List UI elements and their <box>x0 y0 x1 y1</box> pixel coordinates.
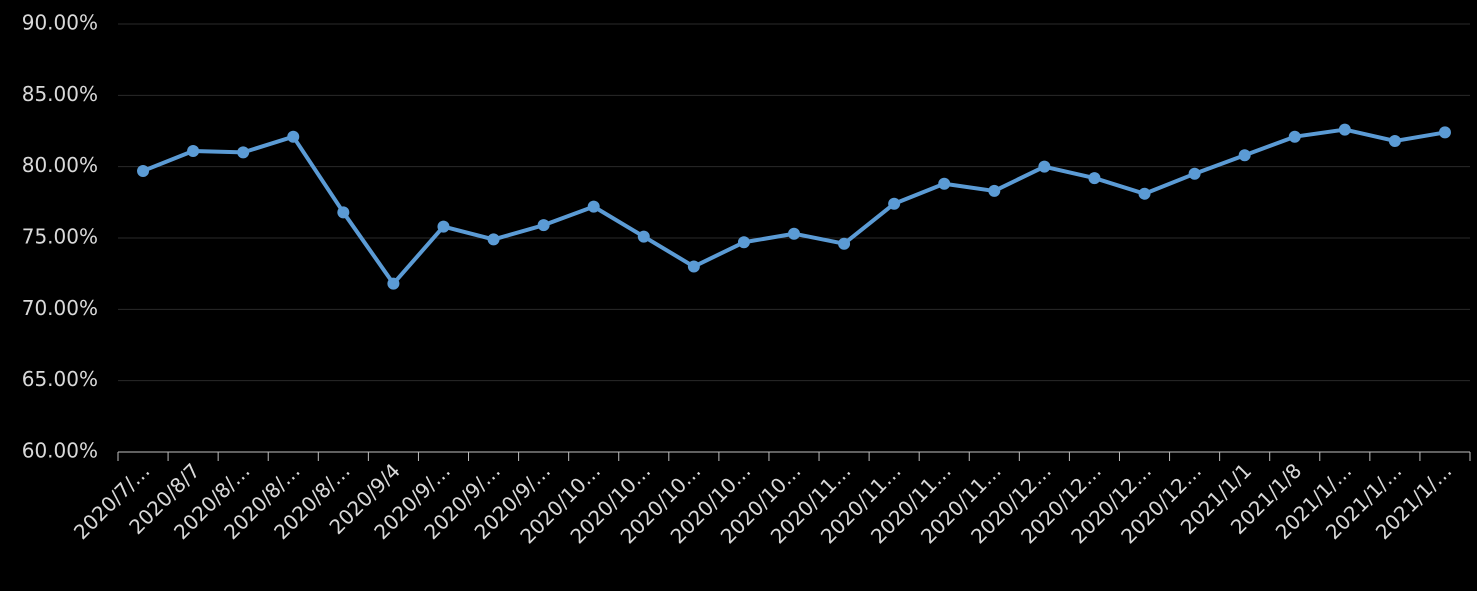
y-tick-label: 85.00% <box>22 82 98 106</box>
y-tick-label: 60.00% <box>22 439 98 463</box>
data-point <box>988 184 1001 197</box>
data-point <box>1438 126 1451 139</box>
data-point <box>487 233 500 246</box>
data-point <box>1388 134 1401 147</box>
data-point <box>938 177 951 190</box>
data-point <box>187 144 200 157</box>
data-point <box>687 260 700 273</box>
y-tick-label: 75.00% <box>22 225 98 249</box>
y-tick-label: 70.00% <box>22 296 98 320</box>
data-point <box>387 277 400 290</box>
data-point <box>888 197 901 210</box>
data-point <box>637 230 650 243</box>
data-point <box>737 236 750 249</box>
data-point <box>788 227 800 240</box>
y-tick-label: 65.00% <box>22 367 98 391</box>
data-point <box>838 237 851 250</box>
data-point <box>1288 130 1301 143</box>
data-point <box>337 206 350 219</box>
data-point <box>287 130 300 143</box>
data-point <box>1038 160 1051 173</box>
y-tick-label: 80.00% <box>22 153 98 177</box>
data-point <box>1188 167 1201 180</box>
data-point <box>1338 123 1351 136</box>
data-point <box>587 200 600 213</box>
data-point <box>1238 149 1251 162</box>
y-tick-label: 90.00% <box>22 11 98 35</box>
data-point <box>1138 187 1151 200</box>
data-point <box>437 220 450 233</box>
data-point <box>237 146 250 159</box>
data-point <box>1088 172 1101 185</box>
data-point <box>137 164 150 177</box>
data-point <box>537 219 550 232</box>
